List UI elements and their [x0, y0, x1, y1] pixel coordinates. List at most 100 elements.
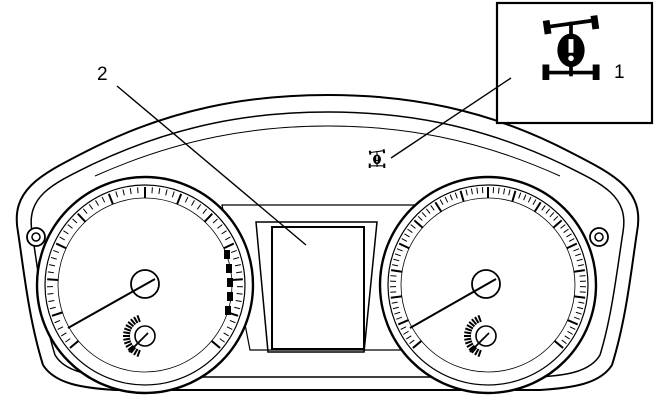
gauge-tick: [55, 242, 67, 250]
right-subgauge-needle: [469, 332, 490, 353]
subgauge-tick: [466, 342, 474, 348]
left-gauge-indicator-blocks: [224, 250, 233, 315]
gauge-tick: [439, 199, 444, 205]
subgauge-tick: [471, 318, 478, 326]
gauge-tick: [407, 228, 413, 233]
display-bezel: [255, 221, 378, 353]
subgauge-tick: [127, 344, 135, 351]
gauge-tick: [449, 194, 453, 201]
gauge-tick: [579, 275, 586, 277]
gauge-tick: [576, 258, 583, 262]
center-display: [271, 226, 365, 350]
gauge-tick: [184, 196, 189, 203]
gauge-tick: [390, 269, 403, 273]
gauge-tick: [575, 311, 582, 315]
left-subgauge-needle: [128, 332, 149, 353]
gauge-tick: [476, 187, 479, 194]
callout-1-leader: [390, 77, 512, 159]
gauge-tick: [444, 196, 449, 203]
gauge-tick: [88, 204, 94, 210]
gauge-tick: [573, 316, 580, 320]
gauge-tick: [567, 319, 579, 326]
right-subgauge-scale: [464, 314, 482, 358]
gauge-tick: [564, 335, 570, 340]
gauge-tick: [396, 248, 403, 252]
gauge-tick: [115, 191, 119, 198]
screw-left: [26, 227, 46, 247]
gauge-tick: [391, 301, 398, 304]
gauge-tick: [217, 224, 223, 229]
gauge-tick: [49, 264, 56, 267]
gauge-tick: [404, 233, 410, 238]
gauge-tick: [47, 278, 59, 281]
gauge-tick: [401, 238, 408, 242]
gauge-tick: [390, 295, 402, 299]
gauge-tick: [59, 236, 66, 241]
gauge-tick: [107, 193, 114, 205]
subgauge-tick: [130, 318, 137, 326]
subgauge-tick: [123, 331, 131, 335]
subgauge-tick: [464, 327, 473, 332]
gauge-tick: [234, 306, 241, 310]
gauge-tick: [67, 224, 73, 229]
gauge-tick: [563, 228, 569, 233]
gauge-tick: [400, 326, 407, 330]
subgauge-tick: [125, 324, 133, 330]
gauge-tick: [545, 208, 551, 214]
subgauge-tick: [466, 324, 474, 330]
gauge-tick: [578, 301, 585, 304]
gauge-tick: [430, 205, 435, 211]
gauge-tick: [465, 189, 468, 196]
gauge-tick: [553, 215, 559, 221]
gauge-tick: [57, 326, 64, 330]
gauge-tick: [552, 219, 563, 229]
subgauge-tick: [133, 316, 139, 324]
gauge-tick: [568, 238, 575, 242]
callout-1-box: 1: [495, 1, 654, 125]
callout-2-leader: [116, 85, 307, 246]
gauge-tick: [77, 213, 87, 223]
callout-1-label: 1: [614, 62, 625, 83]
gauge-tick: [231, 278, 243, 281]
subgauge-tick: [123, 327, 132, 332]
right-gauge-needle: [409, 278, 497, 329]
subgauge-tick: [136, 314, 141, 323]
right-gauge-ticks: [390, 187, 586, 373]
gauge-tick: [191, 200, 195, 206]
gauge-tick: [226, 326, 233, 330]
gauge-tick: [95, 200, 99, 206]
subgauge-tick: [123, 337, 131, 341]
gauge-tick: [203, 213, 213, 223]
gauge-tick: [61, 332, 67, 337]
subgauge-tick: [464, 331, 472, 335]
gauge-tick: [577, 264, 584, 267]
gauge-tick: [413, 219, 424, 229]
gauge-tick: [560, 224, 566, 229]
gauge-tick: [50, 256, 57, 260]
gauge-tick: [417, 215, 423, 221]
gauge-tick: [554, 340, 564, 349]
subgauge-tick: [468, 321, 476, 328]
housing-outer-outline: [15, 93, 640, 391]
gauge-tick: [549, 212, 555, 218]
gauge-tick: [523, 194, 527, 201]
gauge-tick: [234, 264, 241, 267]
gauge-tick: [196, 204, 202, 210]
gauge-tick: [497, 187, 500, 194]
gauge-tick: [454, 192, 458, 199]
gauge-tick: [511, 190, 517, 202]
gauge-tick: [223, 332, 229, 337]
gauge-tick: [574, 295, 586, 299]
gauge-scale-ring: [400, 197, 576, 373]
subgauge-tick: [464, 337, 472, 341]
gauge-tick: [394, 311, 401, 315]
subgauge-tick: [477, 349, 482, 358]
gauge-tick: [403, 330, 409, 335]
gauge-tick: [541, 205, 546, 211]
left-gauge: [35, 175, 255, 395]
gauge-tick: [69, 340, 79, 349]
gauge-tick: [406, 335, 412, 340]
gauge-tick: [54, 319, 61, 324]
gauge-tick: [101, 196, 106, 203]
gauge-tick: [566, 242, 578, 250]
